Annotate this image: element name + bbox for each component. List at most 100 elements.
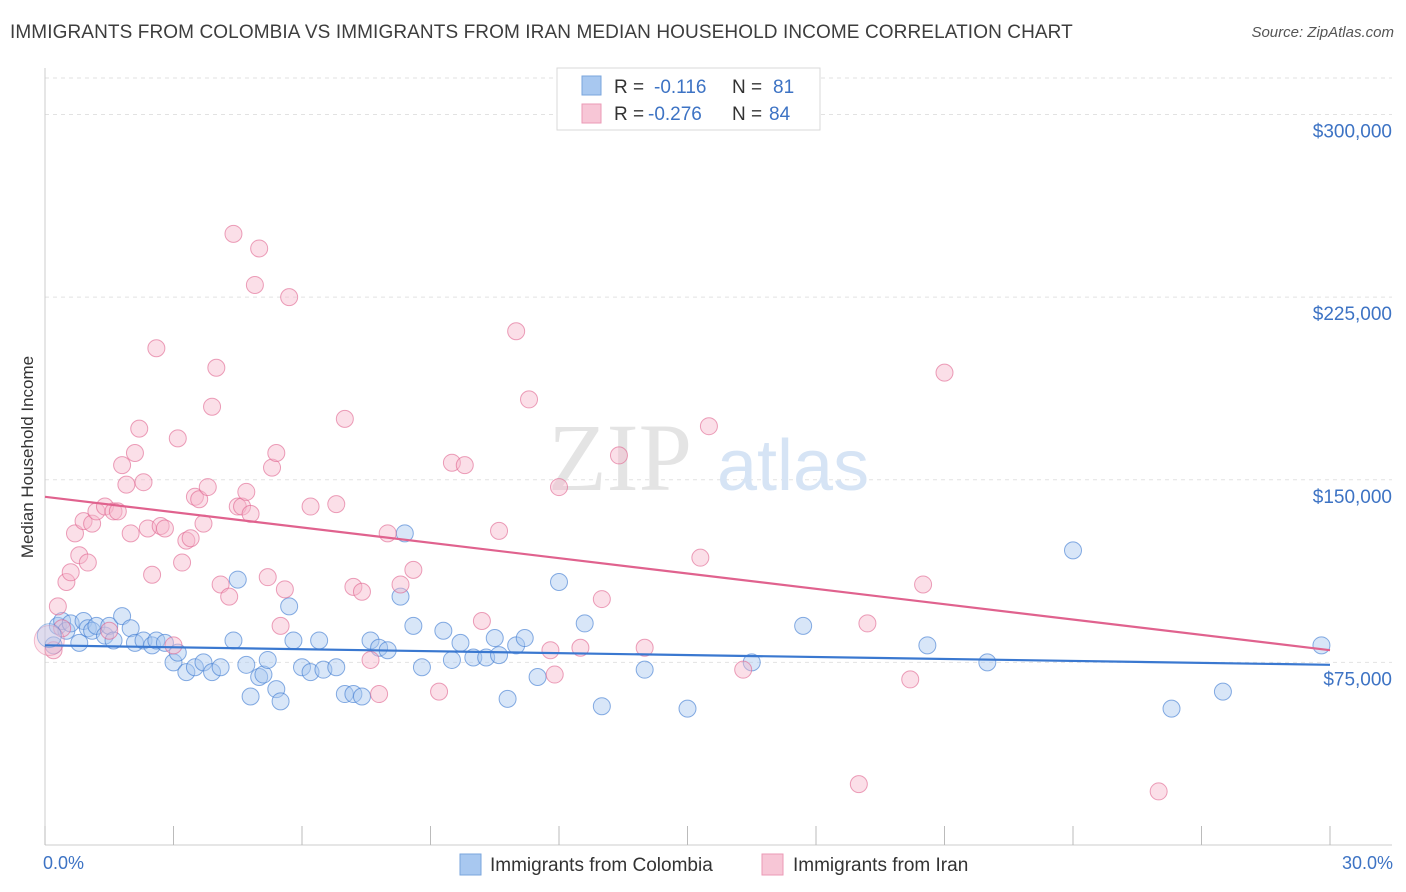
point-colombia [228,570,247,589]
point-iran [258,568,277,587]
point-colombia [678,699,697,718]
point-colombia [100,616,119,635]
point-iran [275,580,294,599]
point-iran [134,473,153,492]
legend-r-value: -0.276 [648,104,702,125]
point-colombia [280,597,299,616]
legend-swatch-iran [581,103,602,124]
bottom-legend-label-iran: Immigrants from Iran [793,855,968,876]
trend-line-colombia [44,644,1331,666]
point-colombia [352,687,371,706]
point-iran [430,682,449,701]
point-iran [490,521,509,540]
point-colombia [177,663,196,682]
point-iran [168,429,187,448]
point-iran [220,587,239,606]
point-iran [592,590,611,609]
x-tick-label-min: 0.0% [43,853,84,873]
point-colombia [528,667,547,686]
data-points [33,224,1331,801]
point-colombia [451,633,470,652]
point-colombia [404,616,423,635]
watermark: ZIP atlas [548,404,869,511]
point-iran [78,553,97,572]
point-colombia [113,607,132,626]
point-colombia [70,633,89,652]
point-iran [520,390,539,409]
point-iran [108,502,127,521]
chart-title: IMMIGRANTS FROM COLOMBIA VS IMMIGRANTS F… [10,22,1073,43]
point-colombia [258,650,277,669]
point-colombia [498,689,517,708]
point-iran [250,239,269,258]
point-iran [181,529,200,548]
point-iran [691,548,710,567]
point-colombia [185,658,204,677]
point-colombia [978,653,997,672]
point-cluster-colombia [36,623,62,649]
point-iran [391,575,410,594]
y-tick-label: $225,000 [1313,304,1392,325]
legend-box: R = -0.116 N = 81 R = -0.276 N = 84 [556,67,821,131]
point-colombia [241,687,260,706]
point-iran [609,446,628,465]
point-colombia [327,658,346,677]
trend-line-iran [44,495,1331,652]
point-iran [901,670,920,689]
point-iran [198,478,217,497]
point-colombia [550,573,568,592]
point-iran [455,456,474,475]
point-colombia [442,650,461,669]
point-colombia [918,636,937,655]
point-iran [545,665,564,684]
point-colombia [412,658,431,677]
y-axis-label: Median Household Income [18,356,37,558]
bottom-legend: Immigrants from Colombia Immigrants from… [459,853,968,876]
bottom-legend-label-colombia: Immigrants from Colombia [490,855,713,876]
point-colombia [310,631,329,650]
point-iran [734,660,753,679]
point-colombia [1213,682,1232,701]
point-iran [370,685,389,704]
point-colombia [284,631,303,650]
point-iran [352,582,371,601]
y-tick-label: $150,000 [1313,487,1392,508]
point-colombia [575,614,594,633]
point-iran [263,458,282,477]
point-colombia [1162,699,1181,718]
point-iran [104,502,123,521]
bottom-legend-swatch-iran [761,853,784,876]
point-iran [237,482,256,501]
point-iran [245,275,264,294]
point-colombia [254,665,273,684]
point-iran [271,616,290,635]
point-iran [550,478,568,497]
point-iran [280,288,299,307]
legend-r-label: R = [614,77,644,98]
watermark-zip: ZIP [548,404,692,511]
point-colombia [293,658,311,677]
point-iran [935,363,954,382]
point-iran [155,519,174,538]
point-iran [541,641,560,660]
point-colombia [203,663,222,682]
y-tick-label: $300,000 [1313,122,1392,143]
point-iran [125,443,144,462]
point-iran [117,475,136,494]
point-iran [164,636,183,655]
point-colombia [434,621,453,640]
point-iran [211,575,230,594]
point-iran [207,358,226,377]
point-iran [130,419,149,438]
point-iran [113,456,132,475]
point-colombia [515,629,534,648]
point-colombia [490,646,509,665]
point-iran [203,397,222,416]
point-iran [335,409,354,428]
y-tick-label: $75,000 [1323,669,1392,690]
point-colombia [267,680,286,699]
point-iran [267,443,286,462]
x-tick-label-max: 30.0% [1342,853,1393,873]
point-iran [65,524,84,543]
